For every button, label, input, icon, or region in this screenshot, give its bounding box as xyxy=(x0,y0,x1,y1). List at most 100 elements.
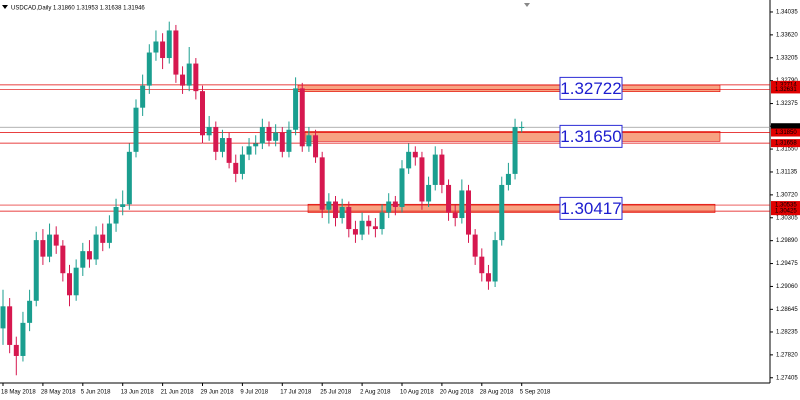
candle-body xyxy=(259,127,265,144)
candle-body xyxy=(399,168,405,208)
y-tick-label: 1.30305 xyxy=(776,215,798,221)
candle-body xyxy=(492,240,498,282)
candle-body xyxy=(386,201,392,213)
candle-body xyxy=(233,162,239,174)
candle-body xyxy=(186,63,192,86)
candle-body xyxy=(47,234,53,257)
candle-body xyxy=(80,251,86,268)
x-tick-label: 10 Aug 2018 xyxy=(400,390,434,396)
candle-body xyxy=(86,251,92,260)
x-tick-label: 28 Aug 2018 xyxy=(480,390,514,396)
candle-body xyxy=(466,190,471,235)
candle-body xyxy=(412,151,418,158)
candle-body xyxy=(479,256,485,274)
candle-body xyxy=(432,154,438,185)
candle-body xyxy=(173,30,179,75)
price-tag xyxy=(771,128,800,137)
candle-body xyxy=(485,273,491,282)
menu-arrow[interactable] xyxy=(2,5,8,9)
candle-body xyxy=(306,135,312,147)
y-tick-label: 1.31550 xyxy=(776,147,798,153)
candle-body xyxy=(266,127,272,141)
candle-body xyxy=(519,127,525,129)
candle-body xyxy=(359,220,365,235)
candle-body xyxy=(126,151,132,205)
candle-body xyxy=(226,138,232,163)
price-tag xyxy=(771,207,800,216)
price-tag-label: 1.32631 xyxy=(775,87,797,93)
price-tag-label: 1.31946 xyxy=(775,125,797,131)
y-tick-label: 1.31135 xyxy=(776,170,798,176)
x-tick-label: 5 Sep 2018 xyxy=(520,390,551,396)
candle-body xyxy=(319,157,325,210)
candle-body xyxy=(113,207,119,224)
x-tick-label: 9 Jul 2018 xyxy=(240,390,268,396)
candle-body xyxy=(472,234,478,257)
zone-label: 1.32722 xyxy=(560,79,621,98)
candle-body xyxy=(160,41,166,59)
scroll-arrow[interactable] xyxy=(524,3,530,7)
price-tag-label: 1.31658 xyxy=(775,141,797,147)
candle-body xyxy=(273,132,279,141)
y-tick-label: 1.33620 xyxy=(776,32,798,38)
candle-body xyxy=(213,127,219,152)
candle-body xyxy=(505,173,511,185)
price-tag xyxy=(771,139,800,148)
candle-body xyxy=(140,85,146,108)
zone-label-box xyxy=(559,124,623,148)
zone-label: 1.31650 xyxy=(560,127,621,146)
candle-body xyxy=(93,234,99,260)
zone-label: 1.30417 xyxy=(560,199,621,218)
candle-body xyxy=(206,127,212,136)
price-tag xyxy=(771,85,800,94)
candle-body xyxy=(53,234,59,246)
price-tag xyxy=(771,201,800,210)
y-tick-label: 1.33205 xyxy=(776,55,798,61)
x-tick-label: 18 May 2018 xyxy=(1,390,36,396)
y-tick-label: 1.28235 xyxy=(776,330,798,336)
candle-body xyxy=(67,273,72,296)
candle-body xyxy=(286,129,292,152)
y-tick-label: 1.29060 xyxy=(776,284,798,290)
candle-body xyxy=(120,204,126,208)
candle-body xyxy=(372,226,378,230)
candle-body xyxy=(193,63,199,92)
y-tick-label: 1.29890 xyxy=(776,238,798,244)
candle-body xyxy=(293,88,299,130)
candle-body xyxy=(346,207,352,230)
candle-body xyxy=(313,135,319,158)
x-tick-label: 17 Jul 2018 xyxy=(280,390,312,396)
candle-body xyxy=(153,41,159,53)
candle-body xyxy=(27,300,33,323)
y-tick-label: 1.28645 xyxy=(776,307,798,313)
candle-body xyxy=(219,138,225,152)
candle-body xyxy=(392,201,398,208)
candle-body xyxy=(0,306,6,329)
candle-body xyxy=(13,344,19,356)
candle-body xyxy=(366,220,372,227)
price-tag-label: 1.30535 xyxy=(775,203,797,209)
x-tick-label: 2 Aug 2018 xyxy=(360,390,391,396)
candle-body xyxy=(33,240,39,301)
candle-body xyxy=(512,127,518,174)
zone-label-box xyxy=(559,76,623,100)
candle-body xyxy=(40,240,46,257)
candle-body xyxy=(459,190,465,219)
price-tag-label: 1.31850 xyxy=(775,130,797,136)
candle-body xyxy=(60,245,66,274)
x-tick-label: 20 Aug 2018 xyxy=(440,390,474,396)
candle-body xyxy=(146,52,152,86)
y-tick-label: 1.29475 xyxy=(776,261,798,267)
candle-body xyxy=(379,212,385,230)
zone xyxy=(304,131,721,142)
price-tag xyxy=(771,80,800,89)
candle-body xyxy=(446,184,452,213)
candle-body xyxy=(20,322,26,356)
y-tick-label: 1.27820 xyxy=(776,352,798,358)
candle-body xyxy=(452,212,458,219)
candle-body xyxy=(279,132,285,152)
candle-body xyxy=(133,107,139,152)
candle-body xyxy=(106,223,112,243)
candle-body xyxy=(339,207,345,219)
